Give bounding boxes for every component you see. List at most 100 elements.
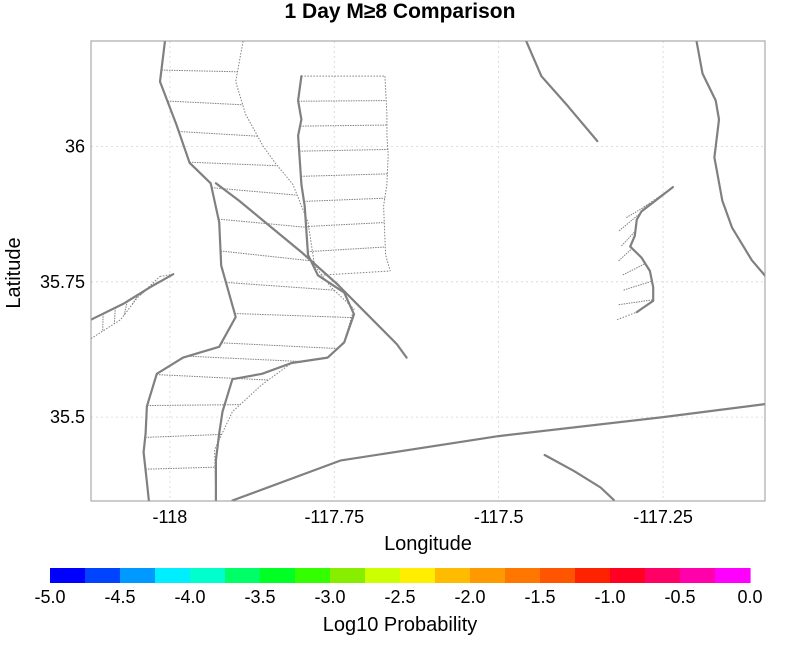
colorbar-tick-label: -1.0 bbox=[594, 587, 625, 607]
ladder-west-rung bbox=[145, 466, 216, 470]
ladder-central-rung bbox=[300, 173, 388, 177]
colorbar-swatch bbox=[260, 568, 296, 583]
colorbar-tick-label: -5.0 bbox=[34, 587, 65, 607]
chart-title: 1 Day M≥8 Comparison bbox=[285, 0, 516, 23]
fault-traces bbox=[91, 41, 765, 501]
fault-ladders bbox=[91, 41, 674, 501]
colorbar-swatch bbox=[295, 568, 331, 583]
ladder-west-rung bbox=[189, 161, 278, 167]
colorbar-swatch bbox=[50, 568, 86, 583]
y-axis-label: Latitude bbox=[3, 237, 25, 308]
x-tick-label: -117.25 bbox=[633, 507, 693, 527]
colorbar: -5.0 -4.5 -4.0 -3.5 -3.0 -2.5 -2.0 -1.5 -1.0 -0.5… bbox=[34, 568, 763, 636]
ladder-west-rung bbox=[187, 355, 302, 363]
ladder-central-rung bbox=[300, 124, 387, 127]
x-axis-label: Longitude bbox=[384, 533, 472, 555]
fault-west-short bbox=[91, 273, 175, 321]
ladder-central-rung bbox=[298, 100, 387, 102]
colorbar-swatch bbox=[575, 568, 611, 583]
colorbar-tick-label: -2.0 bbox=[454, 587, 485, 607]
colorbar-swatch bbox=[645, 568, 681, 583]
ladder-central-outline bbox=[383, 76, 391, 272]
y-tick-label: 35.75 bbox=[40, 272, 85, 292]
ladder-central-rung bbox=[303, 197, 385, 202]
colorbar-swatch bbox=[155, 568, 191, 583]
colorbar-label: Log10 Probability bbox=[323, 614, 478, 636]
ladder-central-rung bbox=[306, 222, 385, 228]
ladder-central-rung bbox=[307, 246, 386, 253]
ladder-west-rung bbox=[178, 131, 258, 137]
ladder-west-short-cap bbox=[159, 273, 174, 277]
fault-diagonal-west bbox=[214, 182, 408, 359]
ladder-central bbox=[298, 75, 391, 276]
colorbar-tick-label: -4.0 bbox=[174, 587, 205, 607]
colorbar-swatch bbox=[470, 568, 506, 583]
fault-west-trace bbox=[142, 41, 237, 501]
colorbar-tick-label: -4.5 bbox=[104, 587, 135, 607]
ladder-west-rung bbox=[218, 218, 309, 229]
plot-frame bbox=[90, 40, 766, 502]
colorbar-swatch bbox=[85, 568, 121, 583]
plot-area bbox=[90, 40, 766, 502]
y-tick-label: 35.5 bbox=[50, 407, 85, 427]
colorbar-swatch bbox=[400, 568, 436, 583]
ladder-west-rung bbox=[167, 100, 243, 106]
fault-east-trace bbox=[695, 41, 765, 278]
ladder-east-cap bbox=[616, 311, 637, 321]
colorbar-swatch bbox=[435, 568, 471, 583]
colorbar-tick-label: -1.5 bbox=[524, 587, 555, 607]
colorbar-swatch bbox=[330, 568, 366, 583]
ladder-east bbox=[616, 186, 674, 321]
ladder-west-rung bbox=[161, 69, 238, 73]
ladder-east-rung bbox=[626, 199, 657, 219]
colorbar-tick-label: -2.5 bbox=[384, 587, 415, 607]
colorbar-swatch bbox=[715, 568, 751, 583]
ladder-east-rung bbox=[623, 280, 653, 291]
colorbar-tick-label: -3.5 bbox=[244, 587, 275, 607]
colorbar-tick-label: -3.0 bbox=[314, 587, 345, 607]
colorbar-tick-label: -0.5 bbox=[664, 587, 695, 607]
colorbar-swatch bbox=[120, 568, 156, 583]
colorbar-swatch bbox=[680, 568, 716, 583]
ladder-west-outline bbox=[214, 41, 355, 501]
x-axis-ticks: -118 -117.75 -117.5 -117.25 bbox=[153, 507, 693, 527]
colorbar-ticks: -5.0 -4.5 -4.0 -3.5 -3.0 -2.5 -2.0 -1.5 -1.0 -0.5… bbox=[34, 587, 762, 607]
ladder-west-rung bbox=[156, 374, 269, 381]
colorbar-swatch bbox=[190, 568, 226, 583]
ladder-west-rung bbox=[234, 313, 352, 319]
fault-east-segment bbox=[629, 186, 675, 314]
ladder-west-short bbox=[91, 273, 174, 340]
ladder-east-rung bbox=[618, 299, 654, 306]
colorbar-swatch bbox=[610, 568, 646, 583]
colorbar-swatch bbox=[365, 568, 401, 583]
fault-southeast bbox=[543, 453, 615, 501]
x-tick-label: -117.75 bbox=[304, 507, 364, 527]
ladder-west-rung bbox=[147, 404, 241, 407]
ladder-east-rung bbox=[618, 212, 641, 232]
ladder-west-short-rung bbox=[113, 307, 116, 324]
colorbar-swatches bbox=[50, 568, 751, 583]
ladder-west-rung bbox=[211, 187, 298, 196]
ladder-west bbox=[145, 41, 355, 501]
ladder-east-outline bbox=[629, 186, 674, 313]
y-axis-ticks: 35.5 35.75 36 bbox=[40, 137, 85, 428]
x-tick-label: -118 bbox=[153, 507, 188, 527]
ladder-central-rung bbox=[299, 148, 388, 152]
fault-central-trace bbox=[214, 75, 356, 501]
colorbar-swatch bbox=[505, 568, 541, 583]
colorbar-tick-label: 0.0 bbox=[737, 587, 762, 607]
fault-ne-long bbox=[524, 41, 599, 143]
ladder-west-rung bbox=[220, 250, 314, 262]
fault-garlock bbox=[231, 403, 765, 501]
grid-lines bbox=[91, 41, 765, 501]
x-tick-label: -117.5 bbox=[474, 507, 524, 527]
y-tick-label: 36 bbox=[65, 137, 85, 157]
ladder-east-rung bbox=[618, 248, 633, 262]
ladder-east-rung bbox=[621, 230, 636, 247]
ladder-east-rung bbox=[622, 263, 646, 276]
ladder-west-short-rung bbox=[131, 294, 139, 305]
ladder-west-rung bbox=[145, 433, 222, 438]
ladder-central-cap bbox=[317, 270, 391, 276]
ladder-west-rung bbox=[225, 281, 335, 291]
